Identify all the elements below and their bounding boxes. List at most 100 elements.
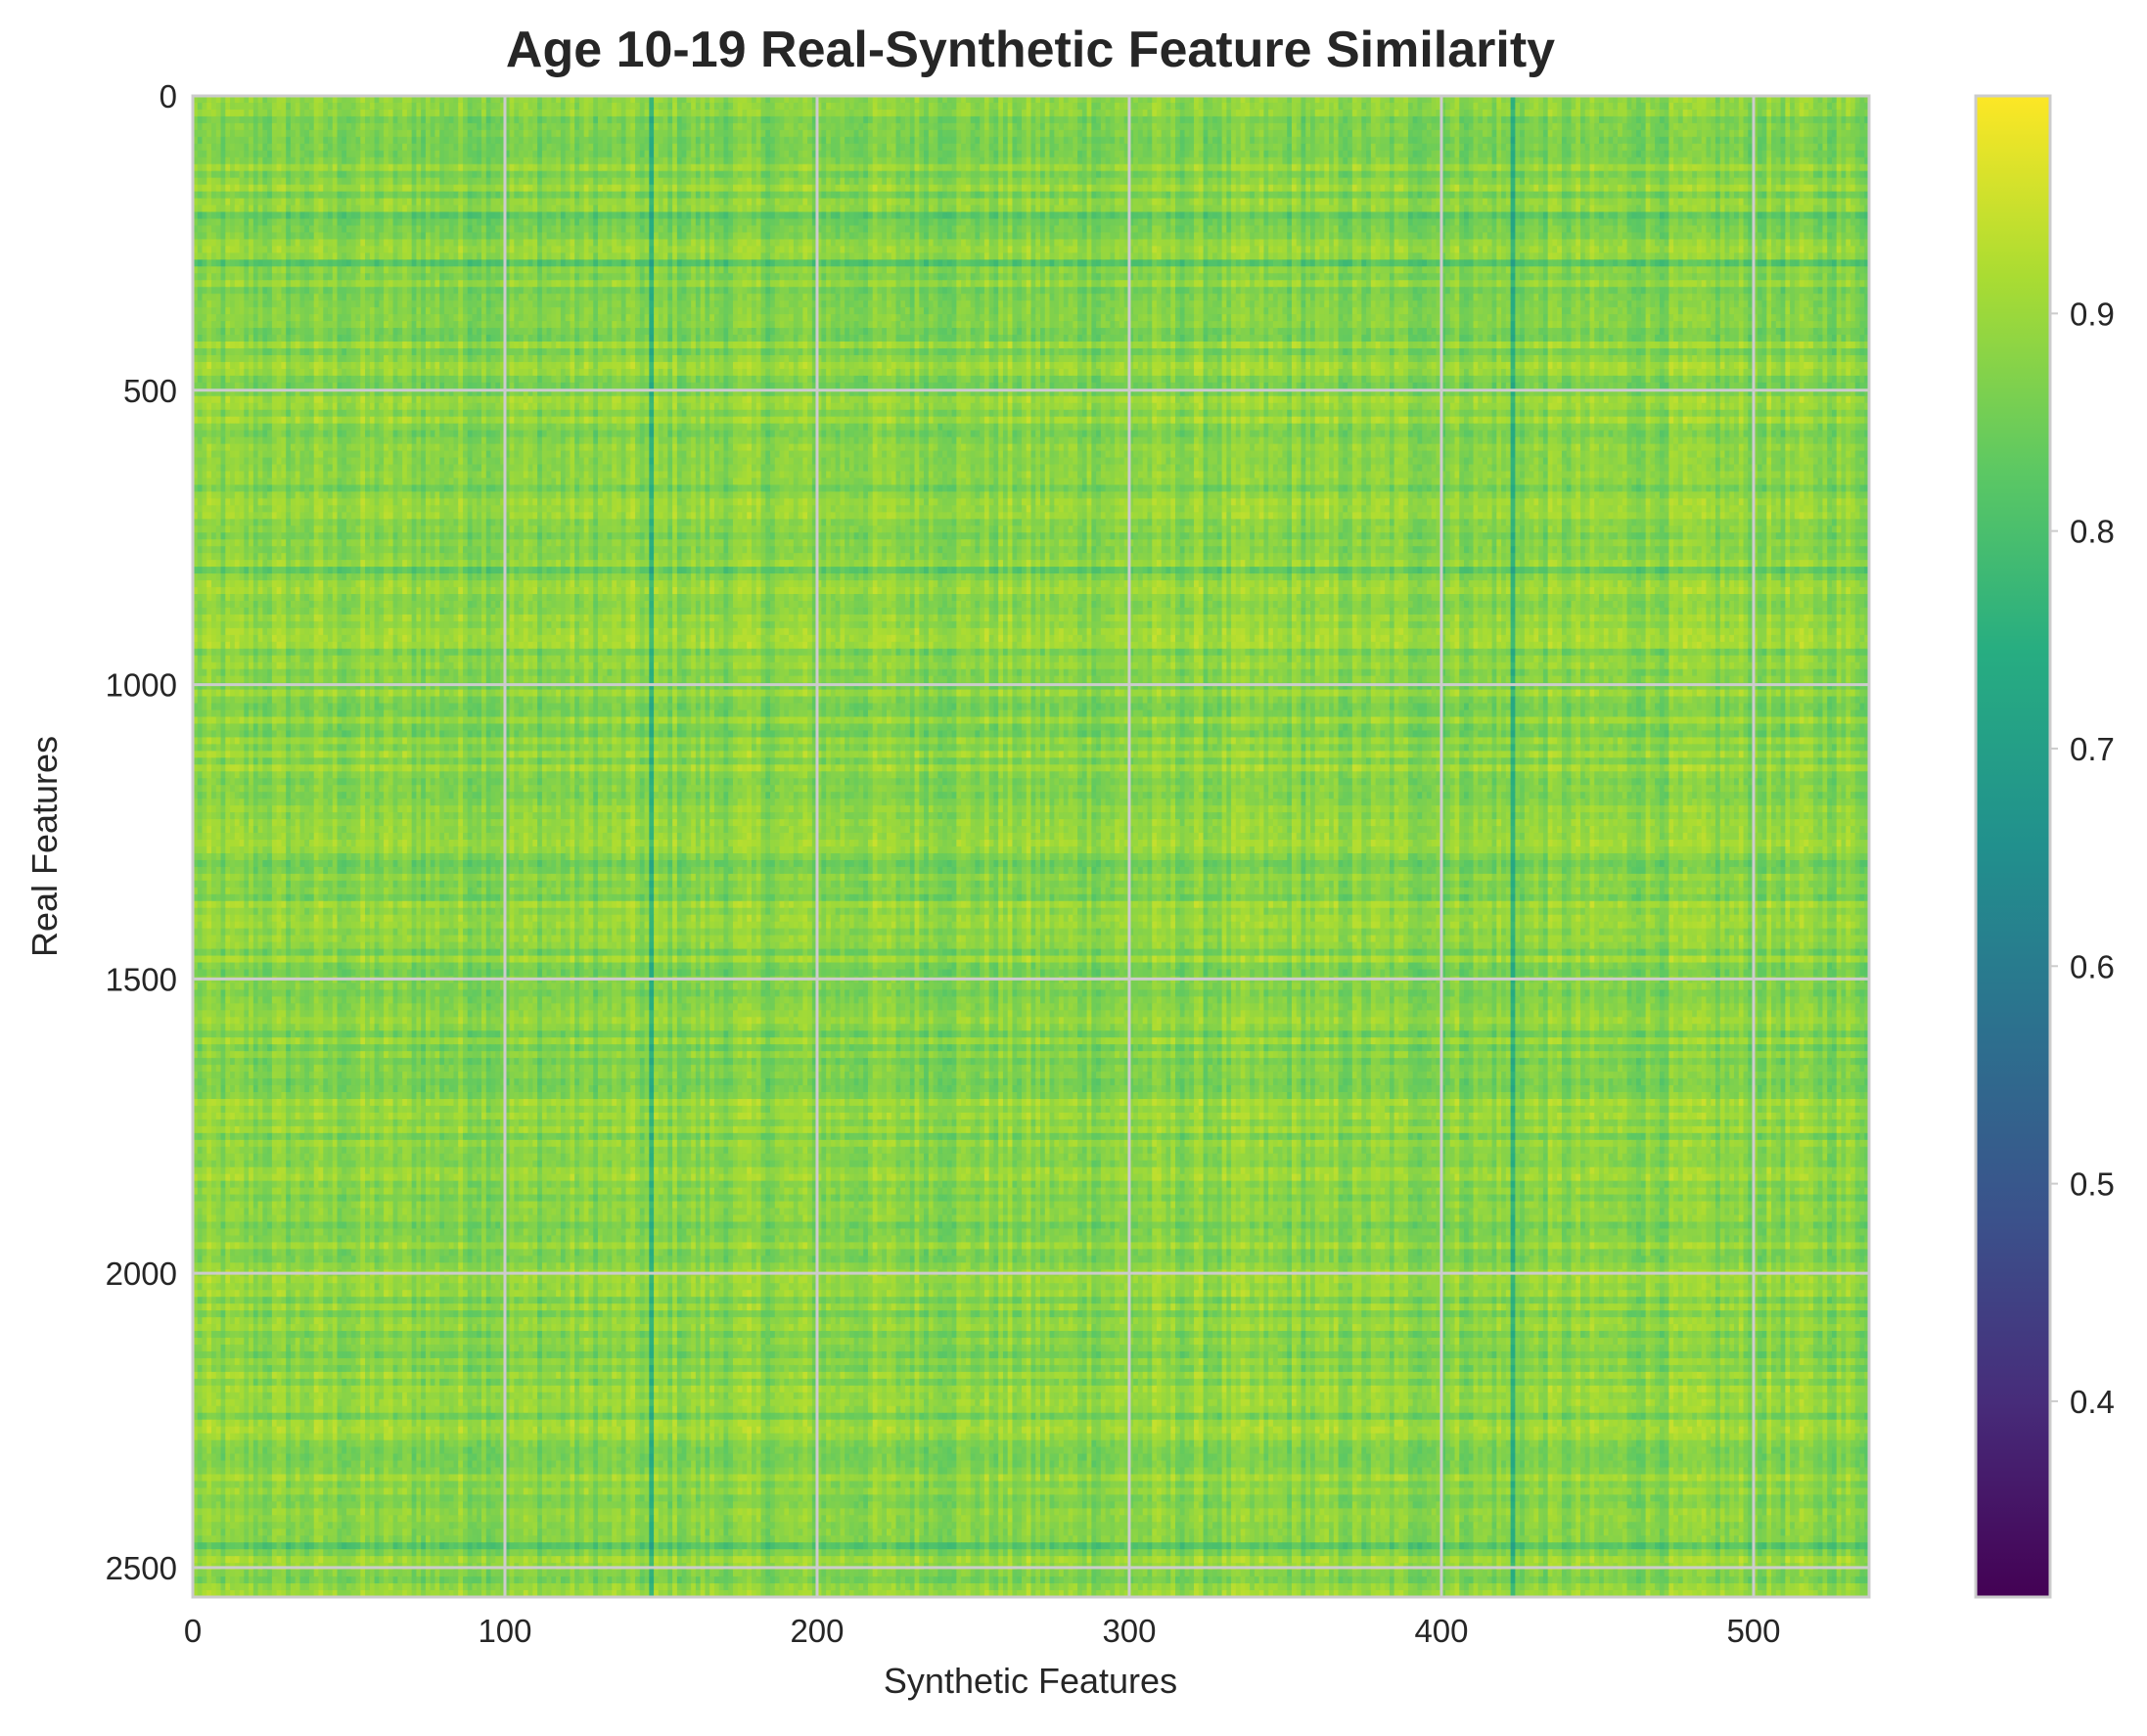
heatmap-cell (1017, 110, 1022, 117)
heatmap-cell (891, 116, 896, 124)
heatmap-cell (1665, 116, 1669, 124)
heatmap-cell (1259, 116, 1264, 124)
heatmap-cell (1739, 110, 1744, 117)
heatmap-cell (1119, 110, 1124, 117)
heatmap-cell (1398, 116, 1403, 124)
heatmap-cell (1683, 103, 1688, 111)
heatmap-cell (314, 103, 319, 111)
heatmap-cell (426, 110, 431, 117)
heatmap-cell (1487, 103, 1492, 111)
heatmap-cell (1417, 123, 1422, 131)
heatmap-cell (607, 116, 612, 124)
heatmap-cell (431, 110, 435, 117)
heatmap-cell (1594, 103, 1599, 111)
heatmap-cell (1530, 123, 1534, 131)
heatmap-cell (267, 110, 272, 117)
heatmap-cell (1673, 123, 1678, 131)
heatmap-cell (1590, 103, 1595, 111)
heatmap-cell (858, 110, 863, 117)
heatmap-cell (910, 103, 915, 111)
heatmap-cell (421, 123, 426, 131)
heatmap-cell (1301, 123, 1305, 131)
heatmap-cell (1106, 103, 1111, 111)
heatmap-cell (249, 110, 253, 117)
heatmap-cell (1706, 116, 1711, 124)
heatmap-cell (537, 110, 542, 117)
heatmap-cell (1050, 123, 1055, 131)
heatmap-cell (761, 116, 766, 124)
heatmap-cell (630, 123, 635, 131)
heatmap-cell (1715, 103, 1720, 111)
heatmap-cell (514, 110, 519, 117)
heatmap-cell (1636, 116, 1641, 124)
heatmap-cell (463, 130, 468, 138)
heatmap-cell (1292, 116, 1297, 124)
heatmap-cell (831, 116, 836, 124)
heatmap-cell (1618, 123, 1622, 131)
heatmap-cell (691, 130, 696, 138)
heatmap-cell (1329, 110, 1334, 117)
heatmap-cell (836, 110, 841, 117)
heatmap-cell (1837, 110, 1842, 117)
heatmap-cell (1305, 116, 1310, 124)
heatmap-cell (1631, 103, 1636, 111)
heatmap-cell (514, 130, 519, 138)
heatmap-cell (1487, 123, 1492, 131)
heatmap-cell (1790, 116, 1795, 124)
heatmap-cell (551, 130, 556, 138)
heatmap-cell (1474, 110, 1479, 117)
heatmap-cell (1622, 103, 1627, 111)
heatmap-cell (645, 123, 650, 131)
heatmap-cell (775, 110, 780, 117)
heatmap-cell (845, 110, 849, 117)
heatmap-cell (346, 123, 351, 131)
heatmap-cell (524, 116, 528, 124)
heatmap-cell (1585, 123, 1590, 131)
heatmap-cell (388, 103, 393, 111)
heatmap-cell (1199, 116, 1204, 124)
heatmap-cell (998, 116, 1003, 124)
heatmap-cell (1590, 123, 1595, 131)
heatmap-cell (1017, 123, 1022, 131)
heatmap-cell (412, 130, 417, 138)
heatmap-cell (296, 116, 300, 124)
heatmap-cell (1650, 123, 1655, 131)
heatmap-cell (1339, 123, 1344, 131)
heatmap-cell (714, 103, 719, 111)
heatmap-cell (612, 103, 617, 111)
heatmap-cell (603, 116, 608, 124)
heatmap-cell (775, 123, 780, 131)
heatmap-cell (1175, 110, 1180, 117)
heatmap-cell (1087, 116, 1092, 124)
heatmap-cell (645, 103, 650, 111)
heatmap-cell (1339, 110, 1344, 117)
heatmap-cell (365, 103, 370, 111)
heatmap-cell (510, 103, 515, 111)
heatmap-cell (473, 130, 478, 138)
heatmap-cell (929, 103, 934, 111)
heatmap-cell (1673, 116, 1678, 124)
heatmap-cell (1818, 123, 1823, 131)
heatmap-cell (286, 130, 291, 138)
heatmap-cell (1226, 103, 1231, 111)
heatmap-cell (1133, 110, 1138, 117)
heatmap-cell (1324, 103, 1329, 111)
heatmap-cell (1110, 116, 1115, 124)
heatmap-cell (780, 123, 785, 131)
heatmap-cell (412, 110, 417, 117)
heatmap-cell (1530, 110, 1534, 117)
heatmap-cell (1496, 110, 1501, 117)
heatmap-cell (1781, 110, 1786, 117)
heatmap-cell (1469, 110, 1474, 117)
heatmap-cell (1818, 110, 1823, 117)
heatmap-cell (272, 123, 277, 131)
heatmap-cell (626, 103, 631, 111)
heatmap-cell (579, 123, 584, 131)
heatmap-cell (1268, 116, 1273, 124)
heatmap-cell (1217, 123, 1222, 131)
heatmap-cell (1567, 110, 1572, 117)
heatmap-cell (510, 116, 515, 124)
heatmap-cell (1758, 123, 1762, 131)
heatmap-cell (1040, 103, 1045, 111)
heatmap-cell (1175, 103, 1180, 111)
